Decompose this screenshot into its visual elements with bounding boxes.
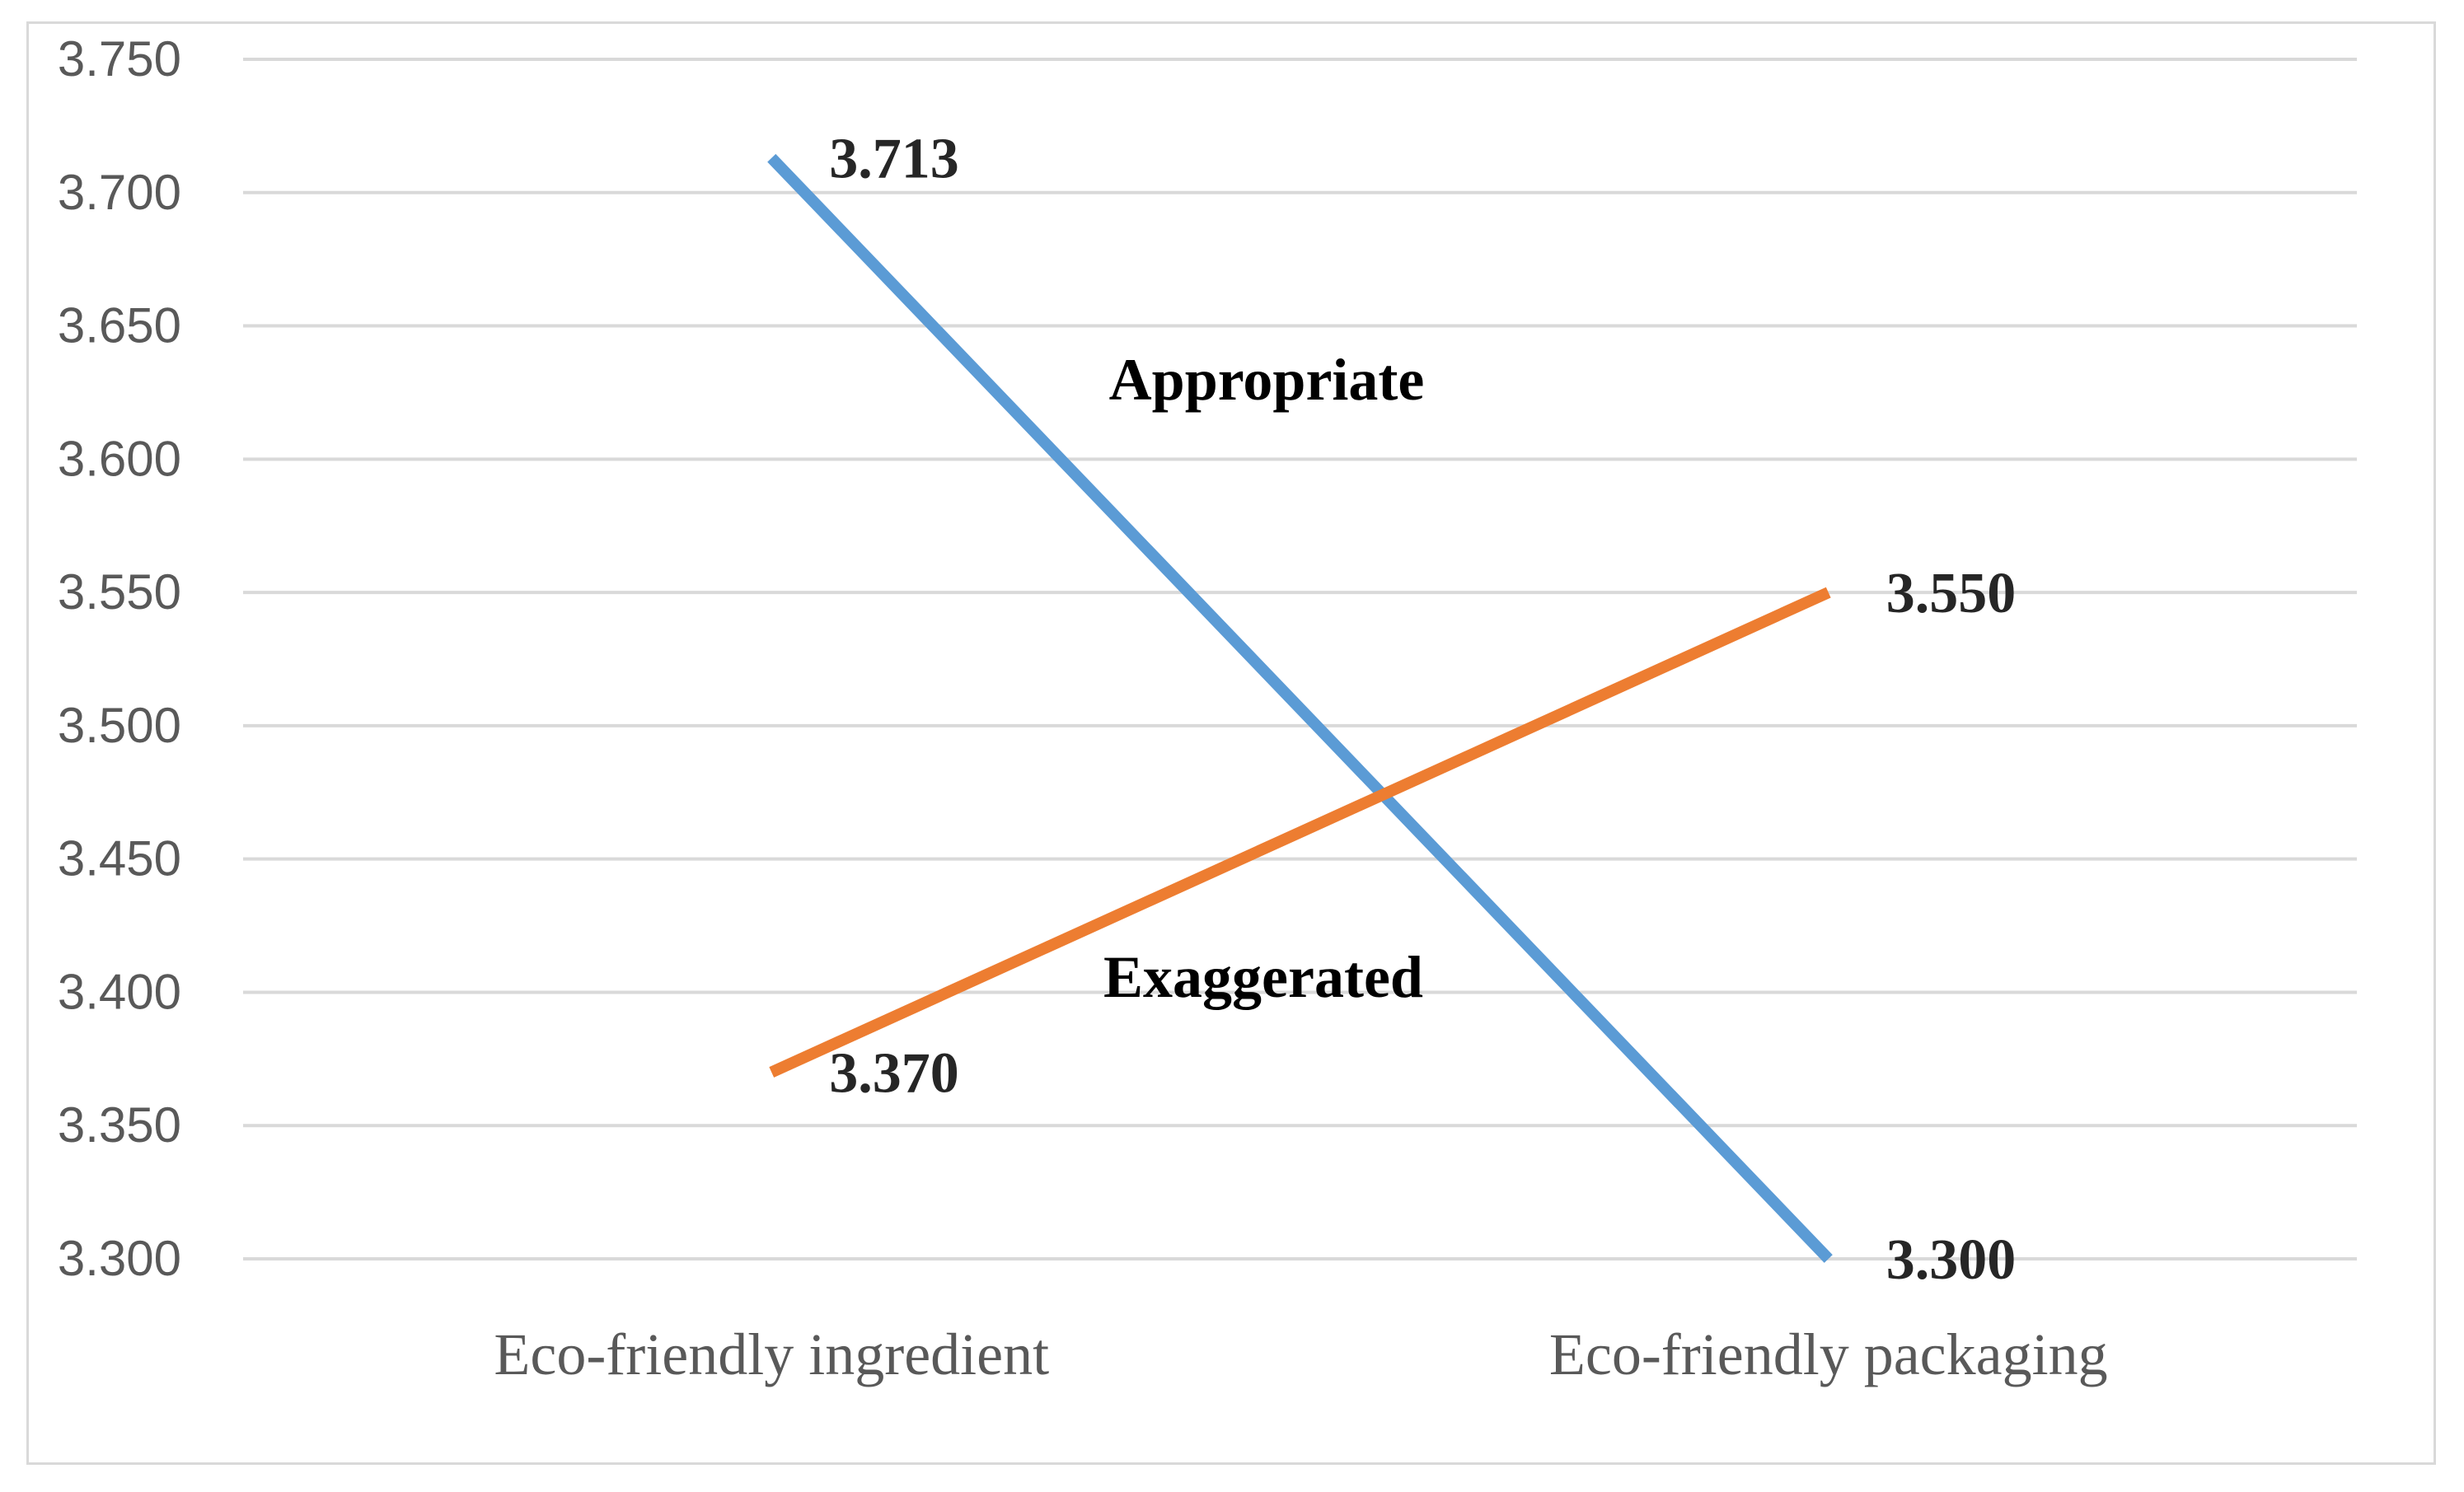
y-tick-label: 3.750 [58, 31, 181, 87]
data-labels: 3.713 3.300 3.370 3.550 [829, 128, 2016, 1292]
chart-frame [26, 21, 2436, 1465]
y-tick-label: 3.350 [58, 1097, 181, 1153]
series-name-labels: Appropriate Exaggerated [1103, 347, 1424, 1010]
x-tick-label: Eco-friendly ingredient [494, 1321, 1049, 1387]
data-label: 3.713 [829, 128, 959, 191]
y-tick-label: 3.600 [58, 431, 181, 486]
y-tick-label: 3.700 [58, 165, 181, 220]
x-axis-tick-labels: Eco-friendly ingredient Eco-friendly pack… [494, 1321, 2107, 1387]
data-label: 3.300 [1886, 1228, 2017, 1292]
series-name-label: Appropriate [1109, 347, 1425, 413]
x-tick-label: Eco-friendly packaging [1549, 1321, 2108, 1387]
y-tick-label: 3.400 [58, 964, 181, 1019]
y-tick-label: 3.650 [58, 298, 181, 353]
y-axis-tick-labels: 3.750 3.700 3.650 3.600 3.550 3.500 3.450 3.400… [58, 31, 181, 1286]
series-line [769, 587, 1831, 1078]
gridlines [243, 58, 2357, 1260]
y-tick-label: 3.450 [58, 831, 181, 886]
data-label: 3.550 [1886, 562, 2017, 625]
series-lines [767, 153, 1833, 1263]
y-tick-label: 3.300 [58, 1231, 181, 1286]
data-label: 3.370 [829, 1042, 959, 1106]
series-line [767, 153, 1833, 1263]
y-tick-label: 3.550 [58, 564, 181, 620]
y-tick-label: 3.500 [58, 698, 181, 753]
series-name-label: Exaggerated [1103, 944, 1423, 1010]
